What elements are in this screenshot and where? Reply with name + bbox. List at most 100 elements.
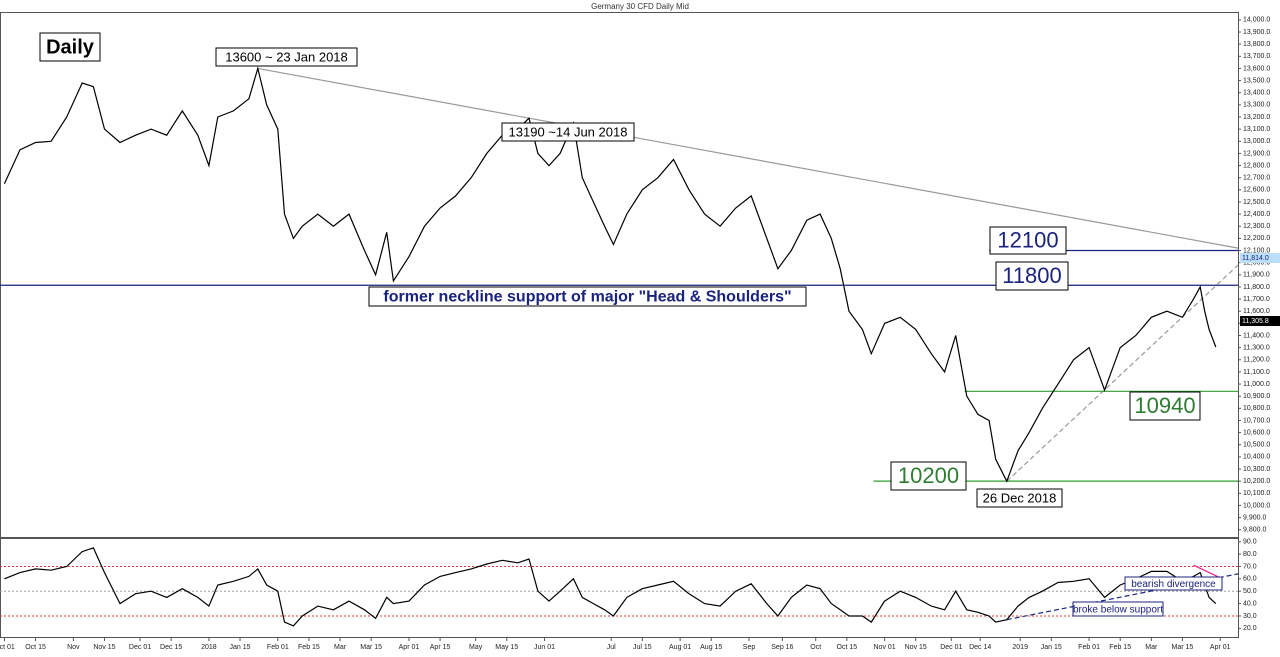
y-tick-label: 70.0 [1243, 563, 1257, 570]
annotation: 10200 [898, 463, 959, 488]
y-tick-label: 13,700.0 [1243, 53, 1270, 60]
x-tick-label: 2019 [1012, 644, 1028, 651]
annotation-box [976, 488, 1063, 508]
annotation: 13190 ~14 Jun 2018 [509, 124, 628, 139]
y-tick-label: 13,200.0 [1243, 114, 1270, 121]
x-tick-label: Aug 01 [669, 644, 691, 651]
x-tick-label: Jan 15 [1041, 644, 1062, 651]
x-tick-label: Dec 01 [129, 644, 151, 651]
y-tick-label: 13,400.0 [1243, 90, 1270, 97]
x-tick-label: Mar 15 [360, 644, 382, 651]
annotation-box [39, 32, 101, 62]
y-tick-label: 10,000.0 [1243, 502, 1270, 509]
y-tick-label: 9,900.0 [1243, 514, 1266, 521]
annotation-box [215, 47, 358, 67]
annotation: 13600 ~ 23 Jan 2018 [225, 49, 348, 64]
y-tick-label: 12,300.0 [1243, 223, 1270, 230]
price-tag-box [1240, 253, 1280, 263]
y-tick-label: 90.0 [1243, 539, 1257, 546]
x-tick-label: May 15 [495, 644, 518, 651]
y-tick-label: 11,100.0 [1243, 369, 1270, 376]
y-tick-label: 10,800.0 [1243, 405, 1270, 412]
y-tick-label: 14,000.0 [1243, 17, 1270, 24]
x-tick-label: 2018 [201, 644, 217, 651]
x-tick-label: Jul [607, 644, 616, 651]
y-tick-label: 9,800.0 [1243, 527, 1266, 534]
y-tick-label: 11,000.0 [1243, 381, 1270, 388]
annotation: 11800 [1002, 263, 1062, 288]
annotation-box [995, 261, 1069, 291]
plot-frame [0, 538, 1239, 638]
annotation-box [1129, 391, 1201, 421]
x-tick-label: Mar [1145, 644, 1158, 651]
annotation: 10940 [1134, 393, 1195, 418]
y-tick-label: 13,900.0 [1243, 29, 1270, 36]
y-tick-label: 10,600.0 [1243, 429, 1270, 436]
y-tick-label: 11,400.0 [1243, 332, 1270, 339]
y-tick-label: 10,500.0 [1243, 442, 1270, 449]
annotation: Daily [46, 36, 95, 58]
y-tick-label: 13,800.0 [1243, 41, 1270, 48]
y-tick-label: 13,100.0 [1243, 126, 1270, 133]
y-tick-label: 12,400.0 [1243, 211, 1270, 218]
y-tick-label: 12,100.0 [1243, 247, 1270, 254]
annotation-box [1072, 601, 1164, 617]
annotation: broke below support [1073, 605, 1163, 616]
x-tick-label: Oct 01 [0, 644, 15, 651]
x-tick-label: Feb 01 [1078, 644, 1100, 651]
x-tick-label: Apr 01 [399, 644, 420, 651]
y-tick-label: 11,300.0 [1243, 344, 1270, 351]
price-tag: 11,305.8 [1242, 318, 1269, 325]
y-tick-label: 50.0 [1243, 588, 1257, 595]
annotation-box [501, 122, 635, 142]
x-tick-label: Apr 01 [1210, 644, 1231, 651]
annotation: former neckline support of major "Head &… [383, 289, 791, 306]
x-tick-label: Dec 15 [160, 644, 182, 651]
y-tick-label: 11,900.0 [1243, 272, 1270, 279]
y-tick-label: 11,800.0 [1243, 284, 1270, 291]
y-tick-label: 13,300.0 [1243, 102, 1270, 109]
chart-title: Germany 30 CFD Daily Mid [591, 2, 689, 11]
y-tick-label: 12,800.0 [1243, 162, 1270, 169]
x-tick-label: Jul 15 [633, 644, 652, 651]
annotation-box [1124, 576, 1223, 591]
x-tick-label: Sep 16 [771, 644, 793, 651]
annotation-box [368, 286, 807, 307]
y-tick-label: 12,000.0 [1243, 260, 1270, 267]
price-tag: 11,814.0 [1242, 255, 1269, 262]
x-tick-label: Dec 01 [940, 644, 962, 651]
y-tick-label: 80.0 [1243, 551, 1257, 558]
y-tick-label: 10,400.0 [1243, 454, 1270, 461]
y-tick-label: 10,200.0 [1243, 478, 1270, 485]
y-tick-label: 13,500.0 [1243, 77, 1270, 84]
y-tick-label: 20.0 [1243, 625, 1257, 632]
annotation: 26 Dec 2018 [983, 490, 1057, 505]
y-tick-label: 11,600.0 [1243, 308, 1270, 315]
x-tick-label: Aug 15 [700, 644, 722, 651]
y-tick-label: 10,900.0 [1243, 393, 1270, 400]
annotation-box [989, 226, 1067, 255]
y-tick-label: 40.0 [1243, 600, 1257, 607]
x-tick-label: Feb 15 [1109, 644, 1131, 651]
y-tick-label: 10,700.0 [1243, 417, 1270, 424]
annotation-box [890, 461, 967, 491]
x-tick-label: Feb 01 [267, 644, 289, 651]
x-tick-label: Oct 15 [837, 644, 858, 651]
annotation: bearish divergence [1131, 579, 1216, 590]
price-tag-box [1240, 316, 1280, 326]
x-tick-label: Nov 15 [905, 644, 927, 651]
y-tick-label: 11,700.0 [1243, 296, 1270, 303]
y-tick-label: 10,300.0 [1243, 466, 1270, 473]
y-tick-label: 12,500.0 [1243, 199, 1270, 206]
x-tick-label: Mar [334, 644, 347, 651]
x-tick-label: Nov 15 [93, 644, 115, 651]
x-tick-label: Oct [810, 644, 821, 651]
y-tick-label: 12,200.0 [1243, 235, 1270, 242]
x-tick-label: Oct 15 [25, 644, 46, 651]
x-tick-label: Mar 15 [1172, 644, 1194, 651]
x-tick-label: Nov [67, 644, 80, 651]
y-tick-label: 12,700.0 [1243, 175, 1270, 182]
x-tick-label: Feb 15 [298, 644, 320, 651]
